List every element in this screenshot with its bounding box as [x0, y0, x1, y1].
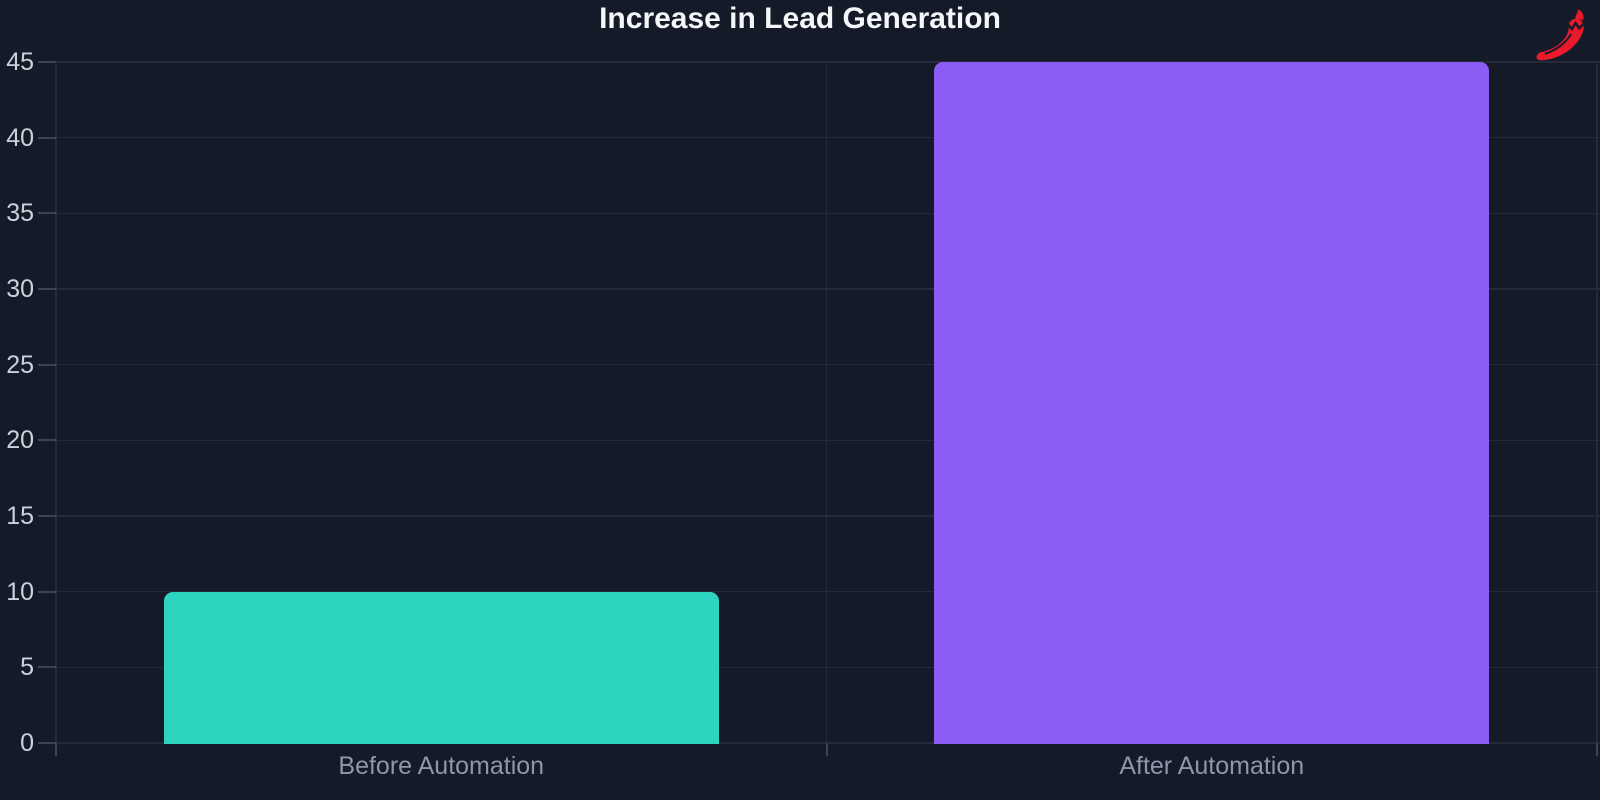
gridline-y-10 — [56, 590, 1600, 593]
gridline-y-20 — [56, 439, 1600, 442]
x-tick-mark — [55, 743, 57, 756]
y-axis-label: 30 — [6, 275, 34, 303]
x-tick-mark — [825, 743, 828, 756]
x-axis-label-before-automation: Before Automation — [338, 752, 545, 780]
y-axis-label: 15 — [6, 502, 34, 530]
gridline-y-0 — [56, 742, 1600, 744]
gridline-x-boundary — [825, 62, 828, 743]
y-axis-label: 35 — [6, 199, 34, 228]
y-axis-label: 10 — [6, 577, 34, 606]
gridline-x-boundary — [55, 62, 57, 743]
y-axis-label: 20 — [6, 426, 34, 455]
y-tick-mark — [38, 742, 56, 744]
chart-title: Increase in Lead Generation — [599, 2, 1001, 35]
y-axis-label: 45 — [6, 48, 34, 76]
gridline-y-40 — [56, 136, 1600, 139]
y-axis-label: 40 — [6, 123, 34, 152]
gridline-y-15 — [56, 515, 1600, 517]
y-tick-mark — [38, 363, 56, 366]
y-axis-label: 5 — [20, 653, 34, 682]
gridline-y-45 — [56, 61, 1600, 63]
y-tick-mark — [38, 439, 56, 442]
y-axis-label: 25 — [6, 350, 34, 379]
y-tick-mark — [38, 288, 56, 290]
y-tick-mark — [38, 666, 56, 669]
y-tick-mark — [38, 61, 56, 63]
x-axis-label-after-automation: After Automation — [1119, 752, 1305, 780]
y-tick-mark — [38, 515, 56, 517]
bar-before-automation[interactable] — [163, 591, 719, 744]
y-tick-mark — [38, 212, 56, 215]
chili-pepper-icon — [1532, 8, 1592, 64]
gridline-y-30 — [56, 288, 1600, 290]
gridline-x-boundary — [1596, 62, 1598, 743]
y-axis-label: 0 — [20, 729, 34, 757]
gridline-y-25 — [56, 363, 1600, 366]
y-tick-mark — [38, 136, 56, 139]
bar-after-automation[interactable] — [934, 62, 1490, 744]
gridline-y-5 — [56, 666, 1600, 669]
gridline-y-35 — [56, 212, 1600, 215]
y-tick-mark — [38, 590, 56, 593]
x-tick-mark — [1596, 743, 1598, 756]
